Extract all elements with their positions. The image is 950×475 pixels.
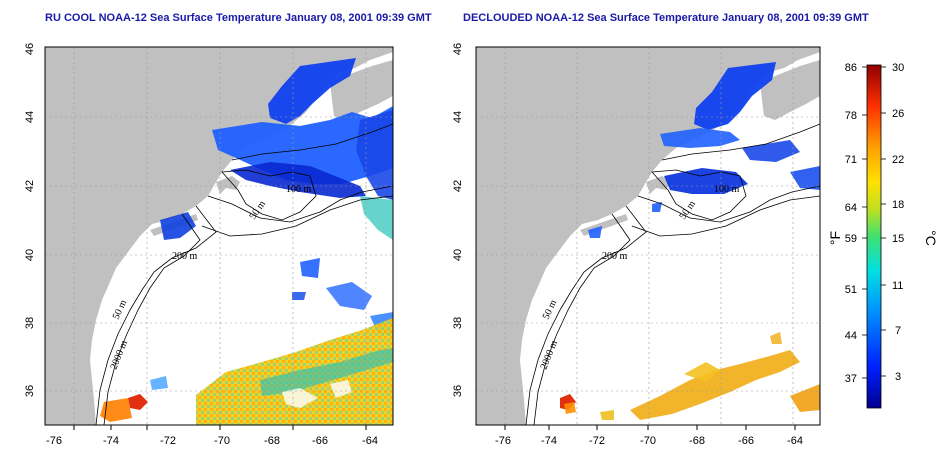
lat-tick-label: 36 [452,385,464,397]
lat-tick-label: 40 [452,249,464,261]
isobath-label: 100 m [714,184,740,195]
colorbar-f-label: 78 [845,110,857,122]
panel-right-title: DECLOUDED NOAA-12 Sea Surface Temperatur… [463,12,869,24]
colorbar-unit-c: °C [923,230,939,246]
lat-tick-label: 38 [452,317,464,329]
lat-tick-label: 38 [24,317,36,329]
land-nova-scotia [330,60,393,120]
graticule [476,47,820,425]
land [476,47,820,425]
isobath-label: 200 m [172,251,198,262]
lon-tick-label: -64 [787,435,803,447]
graticule [45,47,393,425]
colorbar-c-label: 11 [892,280,903,292]
colorbar-f-label: 71 [845,154,857,166]
lat-tick-label: 44 [452,111,464,123]
colorbar: 86 78 71 64 59 51 44 37 30 26 22 18 15 1… [827,62,939,409]
isobath-lines [95,123,393,425]
panel-left-map: 100 m 50 m 200 m 50 m 2000 m -76 -74 -72… [24,43,394,447]
lon-tick-label: -68 [689,435,705,447]
lat-axis: 36 38 40 42 44 46 [452,43,464,397]
land [45,47,393,425]
land-cape-cod [216,176,240,194]
lon-tick-label: -66 [738,435,754,447]
lon-tick-label: -66 [312,435,328,447]
colorbar-c-label: 3 [895,371,901,383]
colorbar-unit-f: °F [827,231,843,245]
lat-tick-label: 46 [452,43,464,55]
isobath-label: 200 m [602,251,628,262]
lat-tick-label: 36 [24,385,36,397]
colorbar-c-label: 15 [892,233,904,245]
lat-tick-label: 40 [24,249,36,261]
lon-axis: -76 -74 -72 -70 -68 -66 -64 [46,425,378,447]
lat-tick-label: 44 [24,111,36,123]
colorbar-f-label: 37 [845,373,857,385]
land-cape-cod [646,176,670,194]
map-frame [44,46,394,426]
lon-tick-label: -68 [264,435,280,447]
lat-axis: 36 38 40 42 44 46 [24,43,36,397]
colorbar-f-label: 64 [845,202,857,214]
lat-tick-label: 42 [24,180,36,192]
panel-left-title: RU COOL NOAA-12 Sea Surface Temperature … [45,12,432,24]
lon-axis: -76 -74 -72 -70 -68 -66 -64 [495,425,803,447]
lat-tick-label: 42 [452,180,464,192]
lon-tick-label: -70 [214,435,230,447]
colorbar-f-label: 86 [845,62,857,74]
colorbar-gradient [866,64,882,409]
colorbar-c-label: 18 [892,199,904,211]
panel-right-map: 100 m 50 m 200 m 50 m 2000 m -76 -74 -72… [452,43,821,447]
lon-tick-label: -74 [103,435,119,447]
colorbar-c-label: 26 [892,108,904,120]
land-nova-scotia [760,60,820,120]
isobath-label: 100 m [286,184,312,195]
lon-tick-label: -76 [495,435,511,447]
lon-tick-label: -70 [640,435,656,447]
colorbar-f-label: 51 [845,284,857,296]
colorbar-f-label: 44 [845,330,857,342]
lon-tick-label: -76 [46,435,62,447]
lon-tick-label: -72 [160,435,176,447]
lon-tick-label: -64 [362,435,378,447]
lon-tick-label: -72 [589,435,605,447]
isobath-lines [525,123,820,425]
lat-tick-label: 46 [24,43,36,55]
sst-patches [100,58,393,425]
lon-tick-label: -74 [541,435,557,447]
colorbar-f-label: 59 [845,233,857,245]
colorbar-c-label: 22 [892,154,904,166]
colorbar-c-label: 30 [892,62,904,74]
colorbar-c-label: 7 [895,325,901,337]
